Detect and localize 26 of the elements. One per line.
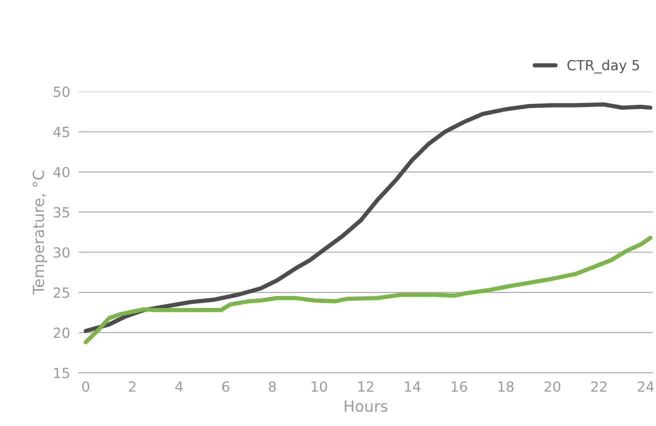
y-tick-label: 25 — [54, 287, 70, 298]
x-tick-label: 6 — [222, 381, 230, 392]
legend-label: CTR_day 5 — [567, 60, 640, 74]
x-tick-label: 20 — [544, 381, 560, 392]
y-tick-label: 40 — [53, 166, 70, 178]
y-tick-label: 45 — [53, 126, 70, 138]
x-tick-label: 22 — [591, 381, 606, 392]
x-axis-title: Hours — [344, 400, 388, 412]
x-tick-label: 8 — [268, 381, 276, 392]
y-tick-label: 20 — [54, 328, 70, 338]
line-series — [84, 236, 652, 344]
line-series — [84, 102, 652, 334]
y-axis-title: Temperature, °C — [32, 170, 48, 295]
x-tick-label: 2 — [128, 381, 136, 392]
x-tick-label: 14 — [405, 382, 420, 392]
x-tick-label: 0 — [82, 381, 90, 392]
x-tick-label: 24 — [638, 381, 654, 392]
x-tick-label: 12 — [358, 381, 374, 392]
y-tick-label: 30 — [54, 247, 70, 258]
x-tick-label: 10 — [312, 381, 327, 392]
y-tick-label: 35 — [54, 207, 70, 218]
y-tick-label: 50 — [54, 86, 70, 98]
y-tick-label: 15 — [54, 368, 70, 378]
x-tick-label: 18 — [498, 381, 514, 392]
x-tick-label: 16 — [452, 381, 468, 392]
x-tick-label: 4 — [175, 382, 183, 392]
